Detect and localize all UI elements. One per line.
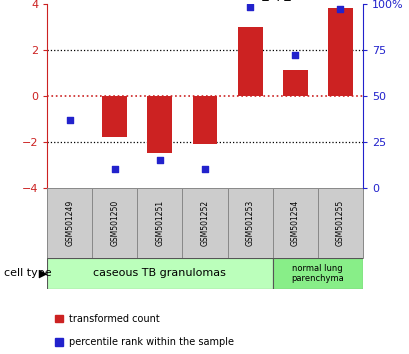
Text: GSM501249: GSM501249 bbox=[65, 200, 74, 246]
Bar bbox=[137, 188, 182, 258]
Point bbox=[246, 4, 253, 10]
Bar bbox=[47, 258, 272, 289]
Text: GSM501253: GSM501253 bbox=[245, 200, 254, 246]
Bar bbox=[147, 96, 172, 153]
Bar bbox=[192, 96, 217, 144]
Point bbox=[291, 52, 298, 58]
Text: caseous TB granulomas: caseous TB granulomas bbox=[93, 268, 226, 279]
Point bbox=[156, 157, 163, 163]
Text: GSM501252: GSM501252 bbox=[200, 200, 209, 246]
Point bbox=[66, 117, 73, 122]
Point bbox=[111, 166, 118, 172]
Bar bbox=[182, 188, 227, 258]
Text: GSM501251: GSM501251 bbox=[155, 200, 164, 246]
Bar bbox=[102, 96, 127, 137]
Bar bbox=[47, 188, 92, 258]
Text: GSM501255: GSM501255 bbox=[335, 200, 344, 246]
Point bbox=[336, 6, 343, 12]
Bar bbox=[282, 70, 307, 96]
Text: ▶: ▶ bbox=[39, 268, 48, 279]
Text: percentile rank within the sample: percentile rank within the sample bbox=[69, 337, 233, 347]
Text: GSM501254: GSM501254 bbox=[290, 200, 299, 246]
Text: normal lung
parenchyma: normal lung parenchyma bbox=[291, 264, 343, 283]
Bar bbox=[237, 27, 262, 96]
Bar bbox=[272, 258, 362, 289]
Point bbox=[201, 166, 208, 172]
Text: GSM501250: GSM501250 bbox=[110, 200, 119, 246]
Title: GDS4256 / Hs.5020.0.A1_3p_at: GDS4256 / Hs.5020.0.A1_3p_at bbox=[107, 0, 302, 1]
Bar bbox=[92, 188, 137, 258]
Bar bbox=[317, 188, 362, 258]
Text: transformed count: transformed count bbox=[69, 314, 159, 324]
Text: cell type: cell type bbox=[4, 268, 52, 279]
Bar bbox=[227, 188, 272, 258]
Bar bbox=[272, 188, 317, 258]
Bar bbox=[327, 8, 352, 96]
